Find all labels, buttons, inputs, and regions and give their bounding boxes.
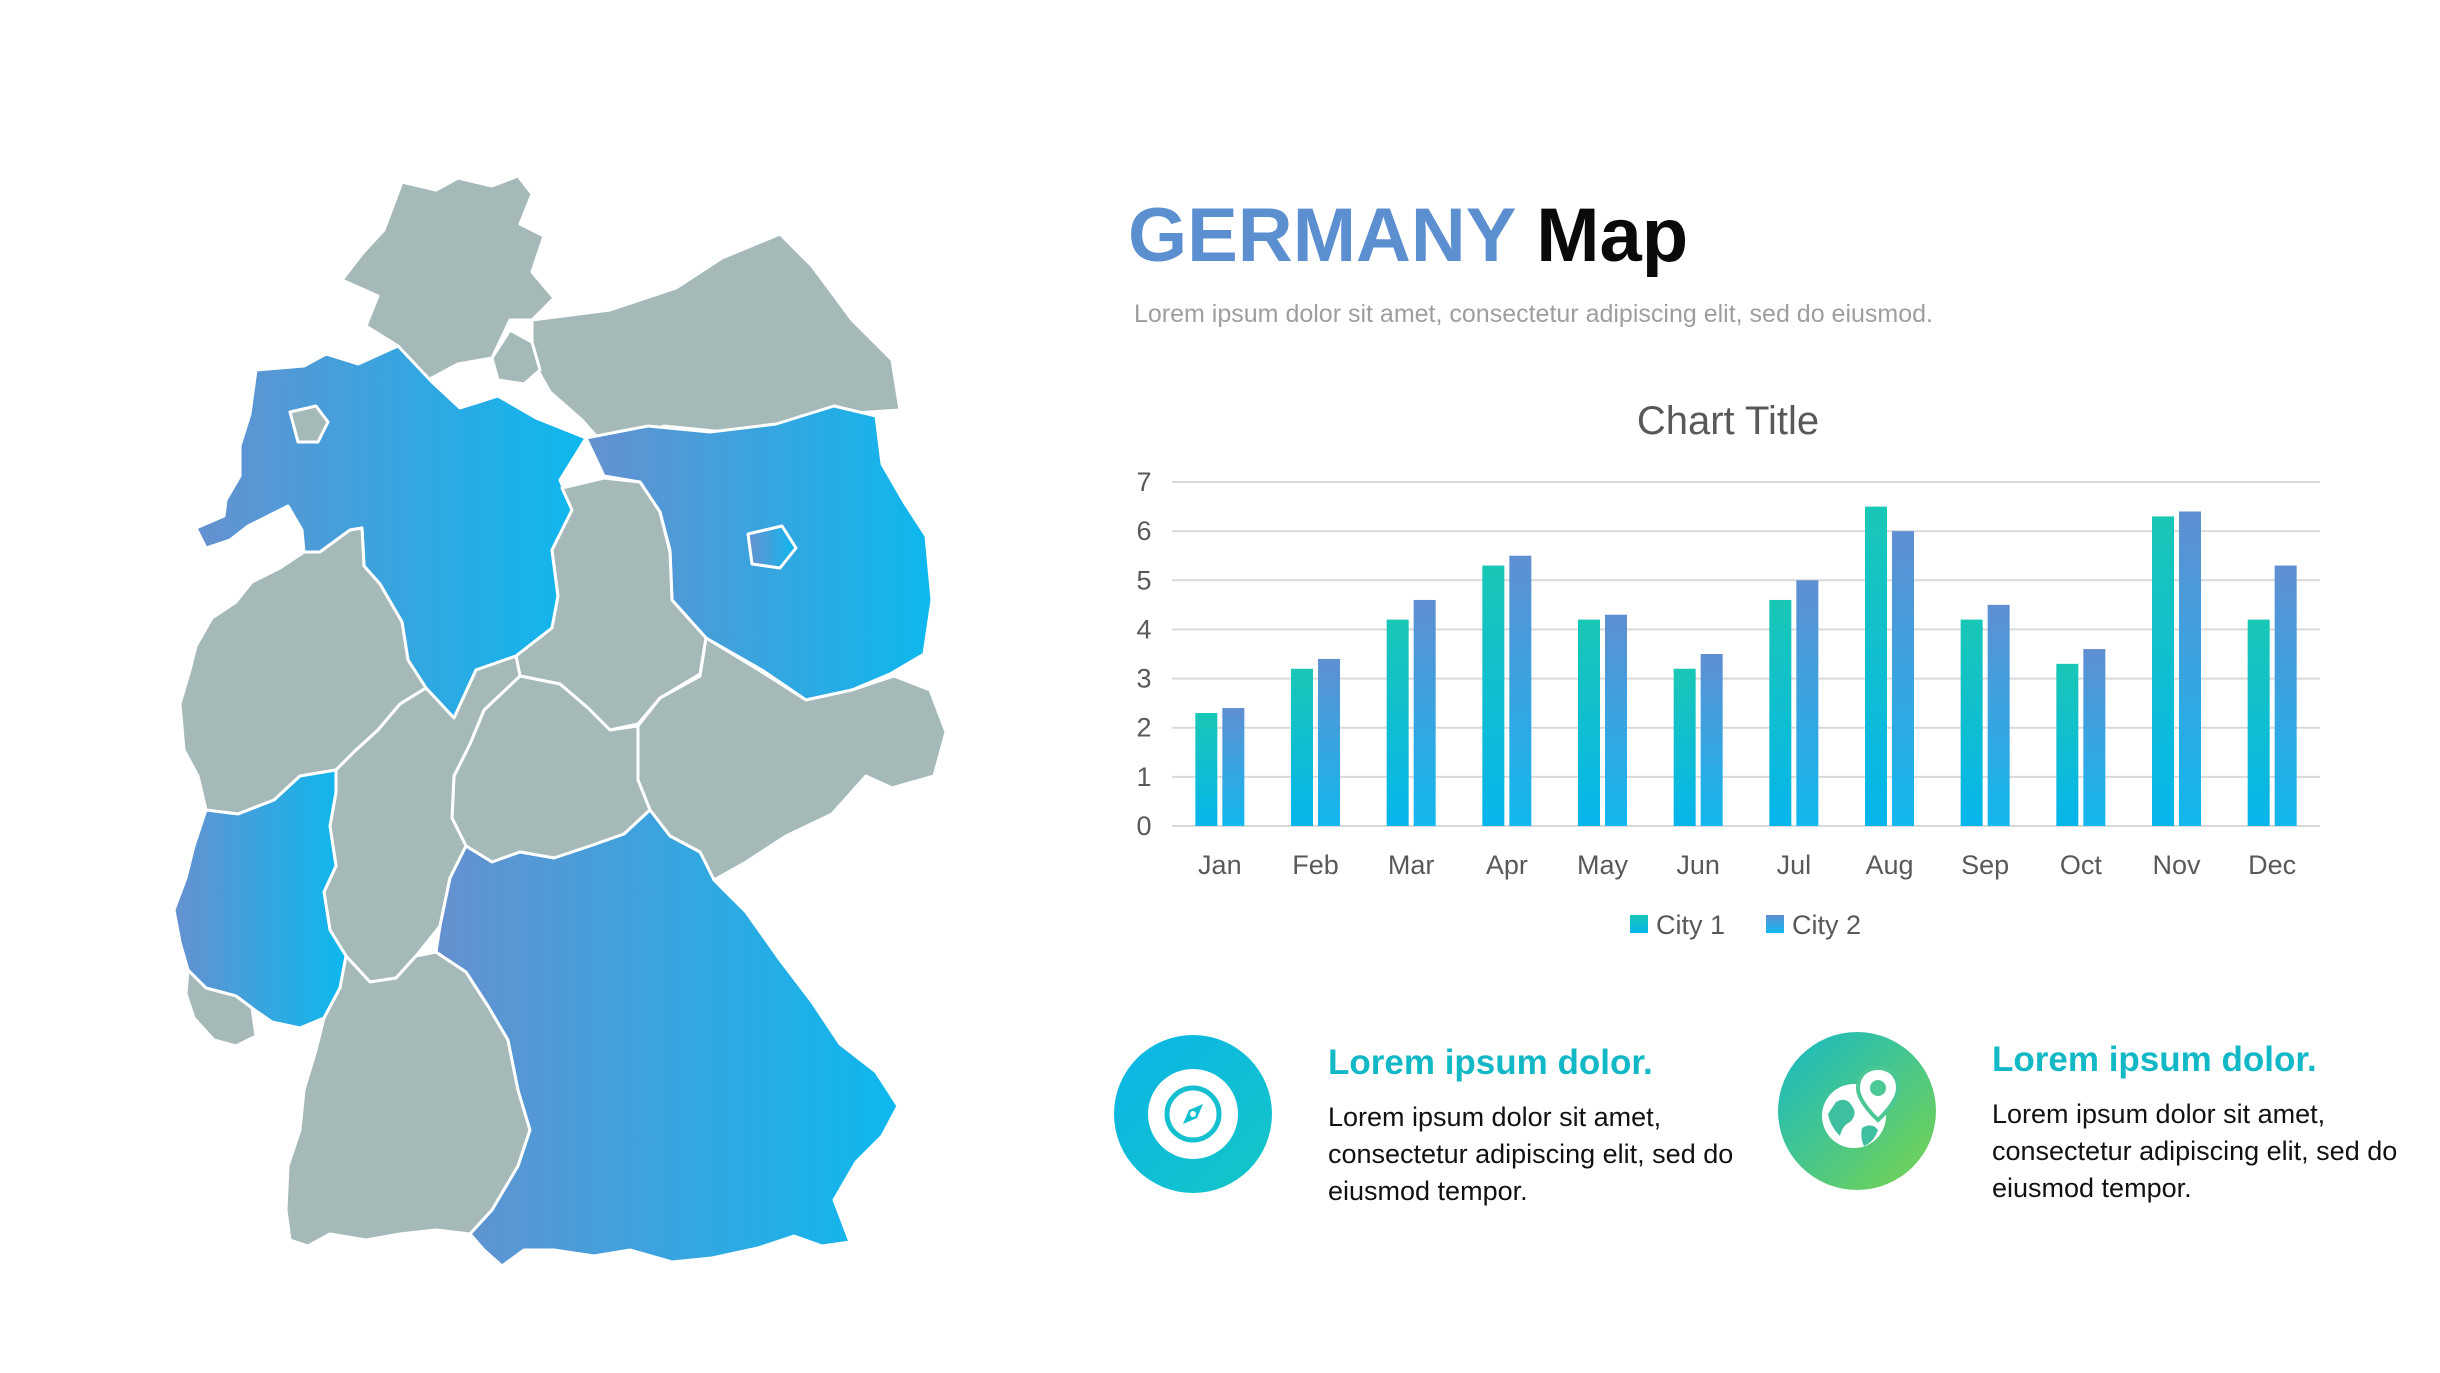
- chart-title: Chart Title: [1637, 399, 1819, 443]
- bar-oct-series-2: [2083, 649, 2106, 826]
- bar-nov-series-1: [2152, 516, 2174, 826]
- globe-location-icon: [1822, 1065, 1901, 1148]
- x-tick-label: Apr: [1486, 850, 1528, 880]
- bar-mar-series-2: [1413, 599, 1436, 826]
- y-tick-label: 1: [1136, 762, 1151, 792]
- y-tick-label: 3: [1136, 664, 1151, 694]
- bar-oct-series-1: [2056, 663, 2079, 826]
- x-tick-label: Sep: [1961, 850, 2009, 880]
- bar-dec-series-2: [2274, 565, 2297, 826]
- x-tick-label: Feb: [1292, 850, 1339, 880]
- bar-jul-series-1: [1769, 599, 1792, 826]
- bar-feb-series-1: [1291, 668, 1313, 826]
- bar-may-series-1: [1578, 619, 1600, 826]
- legend-label: City 2: [1792, 910, 1861, 940]
- feature-text: Lorem ipsum dolor sit amet, consectetur …: [1992, 1099, 2398, 1203]
- feature-title: Lorem ipsum dolor.: [1992, 1040, 2317, 1079]
- y-tick-label: 6: [1136, 516, 1151, 546]
- x-tick-label: Jun: [1676, 850, 1720, 880]
- bar-chart: Chart Title 0 1 2 3 4 5 6 7 Jan Feb Mar Apr May Jun J…: [1136, 399, 2320, 940]
- map-region: [288, 404, 330, 444]
- compass-icon: [1148, 1069, 1238, 1159]
- feature-card: Lorem ipsum dolor. Lorem ipsum dolor sit…: [1778, 1032, 2438, 1212]
- title-highlight: GERMANY: [1128, 193, 1516, 278]
- x-tick-label: Nov: [2152, 850, 2201, 880]
- bar-sep-series-1: [1960, 619, 1983, 826]
- map-region: [184, 968, 258, 1048]
- y-tick-label: 0: [1136, 811, 1151, 841]
- x-tick-label: Jan: [1198, 850, 1242, 880]
- bar-jun-series-2: [1700, 654, 1723, 826]
- map-region: [340, 174, 556, 382]
- x-tick-label: Oct: [2060, 850, 2103, 880]
- legend-label: City 1: [1656, 910, 1725, 940]
- bar-jul-series-2: [1796, 580, 1819, 826]
- y-tick-label: 4: [1136, 614, 1151, 644]
- x-tick-label: Aug: [1865, 850, 1913, 880]
- y-tick-label: 2: [1136, 713, 1151, 743]
- feature-title: Lorem ipsum dolor.: [1328, 1043, 1653, 1082]
- bar-apr-series-2: [1509, 555, 1532, 826]
- x-tick-label: Jul: [1777, 850, 1812, 880]
- bar-jun-series-1: [1673, 668, 1696, 826]
- bar-aug-series-2: [1892, 531, 1914, 826]
- page-title: GERMANY Map: [1128, 192, 1688, 279]
- x-tick-label: May: [1577, 850, 1629, 880]
- germany-map: [172, 174, 948, 1268]
- bar-sep-series-2: [1987, 604, 2010, 826]
- bar-jan-series-2: [1222, 708, 1245, 826]
- x-tick-label: Dec: [2248, 850, 2296, 880]
- subtitle: Lorem ipsum dolor sit amet, consectetur …: [1134, 300, 1933, 328]
- map-region: [746, 524, 798, 570]
- title-rest: Map: [1515, 193, 1689, 278]
- bar-feb-series-2: [1318, 658, 1340, 826]
- y-tick-label: 5: [1136, 565, 1151, 595]
- map-region: [530, 232, 902, 454]
- feature-card: Lorem ipsum dolor. Lorem ipsum dolor sit…: [1114, 1035, 1834, 1215]
- bar-may-series-2: [1605, 614, 1627, 826]
- map-region: [434, 808, 900, 1268]
- bar-mar-series-1: [1386, 619, 1409, 826]
- y-tick-label: 7: [1136, 467, 1151, 497]
- legend-swatch: [1766, 915, 1784, 933]
- bar-aug-series-1: [1865, 506, 1887, 826]
- bar-apr-series-1: [1482, 565, 1505, 826]
- x-tick-label: Mar: [1388, 850, 1435, 880]
- bar-dec-series-1: [2247, 619, 2270, 826]
- legend-swatch: [1630, 915, 1648, 933]
- feature-text: Lorem ipsum dolor sit amet, consectetur …: [1328, 1102, 1734, 1206]
- map-region: [490, 328, 542, 386]
- bar-nov-series-2: [2179, 511, 2201, 826]
- bar-jan-series-1: [1195, 712, 1218, 826]
